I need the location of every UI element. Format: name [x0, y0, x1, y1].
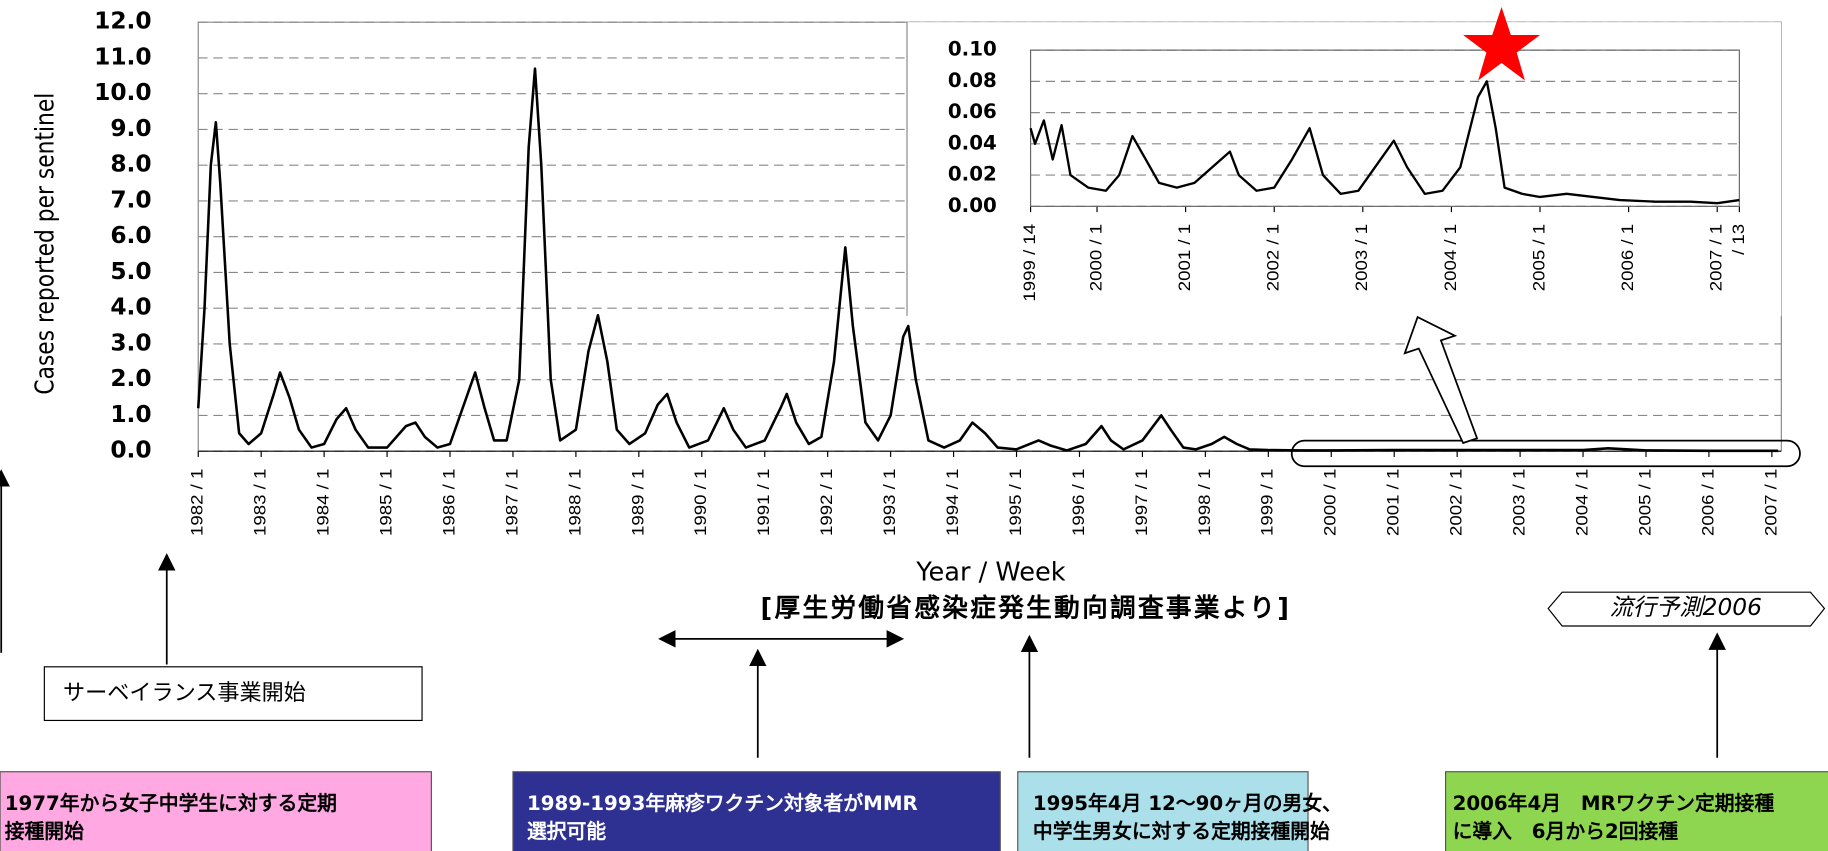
x-tick-label: 1995 / 1 — [1006, 469, 1025, 536]
surveillance-label: サーベイランス事業開始 — [63, 680, 306, 706]
x-tick-label: 1984 / 1 — [313, 469, 332, 536]
x-tick-label: 1999 / 14 — [1020, 224, 1039, 302]
y-tick-label: 0.0 — [110, 437, 151, 464]
x-tick-label: 2003 / 1 — [1509, 469, 1528, 536]
box — [512, 771, 1001, 851]
x-tick-label: 1996 / 1 — [1069, 469, 1088, 536]
inset-background — [907, 22, 1782, 316]
y-tick-label: 5.0 — [110, 258, 151, 285]
x-tick-label: 1982 / 1 — [188, 469, 207, 536]
y-tick-label: 0.10 — [948, 38, 997, 61]
box-text: 接種開始 — [5, 820, 84, 843]
box — [0, 771, 432, 851]
y-tick-label: 6.0 — [110, 222, 151, 249]
source-note: [厚生労働省感染症発生動向調査事業より] — [761, 593, 1292, 624]
x-tick-label: 1987 / 1 — [502, 469, 521, 536]
box — [1017, 771, 1309, 851]
arrows — [0, 469, 1726, 758]
x-tick-label: / 13 — [1729, 224, 1748, 255]
box — [1445, 771, 1828, 851]
y-tick-label: 7.0 — [110, 186, 151, 213]
x-tick-label: 1998 / 1 — [1195, 469, 1214, 536]
y-tick-label: 3.0 — [110, 329, 151, 356]
x-tick-label: 2007 / 1 — [1761, 469, 1780, 536]
y-tick-label: 0.02 — [948, 163, 997, 186]
x-tick-label: 2002 / 1 — [1264, 224, 1283, 291]
y-tick-label: 9.0 — [110, 115, 151, 142]
x-tick-label: 2007 / 1 — [1707, 224, 1726, 291]
x-tick-label: 2003 / 1 — [1352, 224, 1371, 291]
x-tick-label: 2006 / 1 — [1698, 469, 1717, 536]
x-tick-label: 1990 / 1 — [691, 469, 710, 536]
x-tick-label: 1985 / 1 — [376, 469, 395, 536]
y-tick-label: 0.04 — [948, 131, 997, 154]
x-tick-label: 2001 / 1 — [1175, 224, 1194, 291]
x-axis-label: Year / Week — [915, 558, 1066, 588]
x-tick-label: 1993 / 1 — [880, 469, 899, 536]
box-text: 1989-1993年麻疹ワクチン対象者がMMR — [527, 792, 918, 815]
x-tick-label: 2006 / 1 — [1618, 224, 1637, 291]
surveillance-box — [43, 666, 423, 722]
box-text: 1977年から女子中学生に対する定期 — [5, 792, 337, 815]
x-tick-label: 1989 / 1 — [628, 469, 647, 536]
x-tick-label: 1986 / 1 — [439, 469, 458, 536]
y-tick-label: 10.0 — [94, 79, 151, 106]
y-tick-label: 0.06 — [948, 100, 997, 123]
y-tick-label: 11.0 — [94, 43, 151, 70]
zoom-arrow — [1403, 315, 1479, 445]
x-tick-label: 2001 / 1 — [1384, 469, 1403, 536]
highlight-ellipse — [1290, 439, 1801, 468]
x-tick-label: 1992 / 1 — [817, 469, 836, 536]
y-tick-label: 12.0 — [94, 8, 151, 35]
x-tick-label: 1983 / 1 — [250, 469, 269, 536]
y-tick-label: 0.08 — [948, 69, 997, 92]
box-text: 1995年4月 12～90ヶ月の男女、 — [1033, 792, 1342, 815]
x-tick-label: 1994 / 1 — [943, 469, 962, 536]
x-tick-label: 1999 / 1 — [1258, 469, 1277, 536]
forecast-frame — [1547, 591, 1826, 627]
y-axis-label: Cases reported per sentinel — [30, 93, 60, 395]
box-text: 選択可能 — [527, 820, 606, 843]
x-tick-label: 1988 / 1 — [565, 469, 584, 536]
y-tick-label: 8.0 — [110, 151, 151, 178]
x-tick-label: 2005 / 1 — [1529, 224, 1548, 291]
x-tick-label: 1991 / 1 — [754, 469, 773, 536]
x-tick-label: 2004 / 1 — [1441, 224, 1460, 291]
y-tick-label: 2.0 — [110, 365, 151, 392]
forecast-label: 流行予測2006 — [1609, 594, 1761, 621]
x-tick-label: 2000 / 1 — [1086, 224, 1105, 291]
inset-chart: 0.00 0.02 0.04 0.06 0.08 0.10 1999 / 14 2000 / … — [948, 38, 1748, 302]
x-tick-label: 2005 / 1 — [1635, 469, 1654, 536]
box-text: に導入 6月から2回接種 — [1453, 820, 1679, 843]
y-tick-label: 0.00 — [948, 194, 997, 217]
x-tick-label: 2002 / 1 — [1446, 469, 1465, 536]
data-line — [1029, 80, 1740, 205]
star — [1463, 6, 1541, 81]
main-chart: 0.0 1.0 2.0 3.0 4.0 5.0 6.0 7.0 8.0 9.0 10.0 11.0 12… — [94, 8, 1782, 536]
box-text: 中学生男女に対する定期接種開始 — [1033, 820, 1330, 843]
x-tick-label: 1997 / 1 — [1132, 469, 1151, 536]
y-tick-label: 4.0 — [110, 294, 151, 321]
x-tick-label: 2004 / 1 — [1572, 469, 1591, 536]
box-text: 2006年4月 MRワクチン定期接種 — [1453, 792, 1775, 815]
x-tick-label: 2000 / 1 — [1321, 469, 1340, 536]
data-line — [196, 67, 1779, 453]
y-tick-label: 1.0 — [110, 401, 151, 428]
